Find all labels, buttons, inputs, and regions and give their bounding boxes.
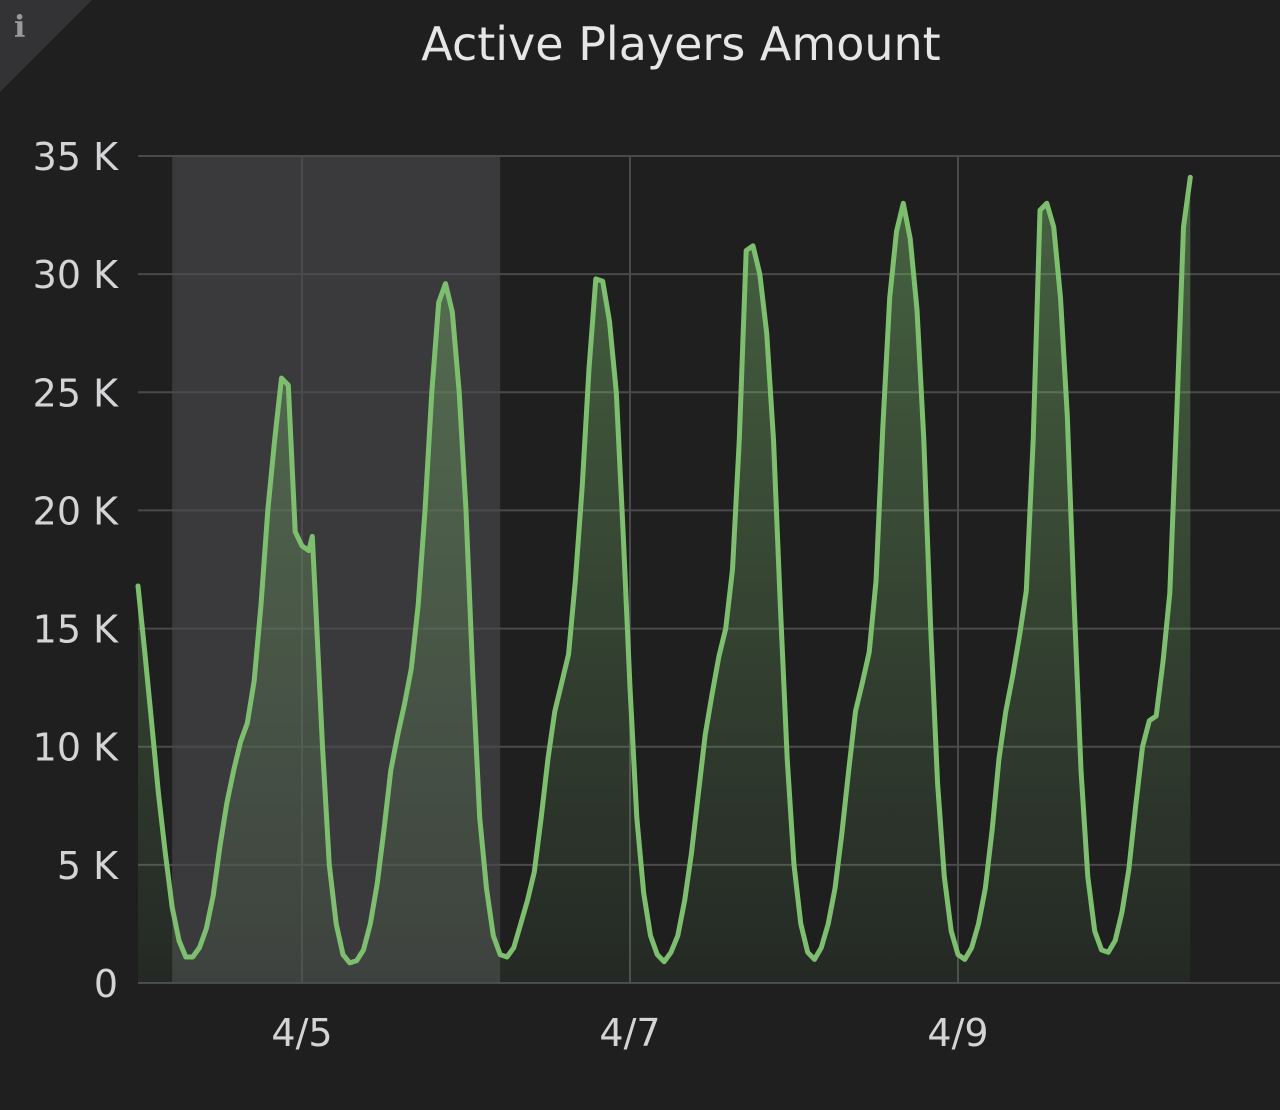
- y-tick-label: 35 K: [33, 135, 119, 179]
- x-tick-label: 4/7: [599, 1011, 660, 1055]
- chart-title: Active Players Amount: [421, 17, 941, 71]
- y-tick-label: 5 K: [57, 844, 119, 888]
- y-tick-label: 0: [94, 962, 118, 1006]
- y-tick-label: 15 K: [33, 608, 119, 652]
- x-tick-label: 4/9: [927, 1011, 988, 1055]
- y-tick-label: 20 K: [33, 489, 119, 533]
- y-tick-label: 30 K: [33, 253, 119, 297]
- y-tick-label: 25 K: [33, 371, 119, 415]
- info-icon[interactable]: i: [14, 10, 26, 45]
- x-tick-label: 4/5: [271, 1011, 332, 1055]
- info-corner[interactable]: [0, 0, 92, 92]
- series-area: [138, 177, 1191, 984]
- series-line: [135, 174, 1193, 966]
- y-tick-label: 10 K: [33, 726, 119, 770]
